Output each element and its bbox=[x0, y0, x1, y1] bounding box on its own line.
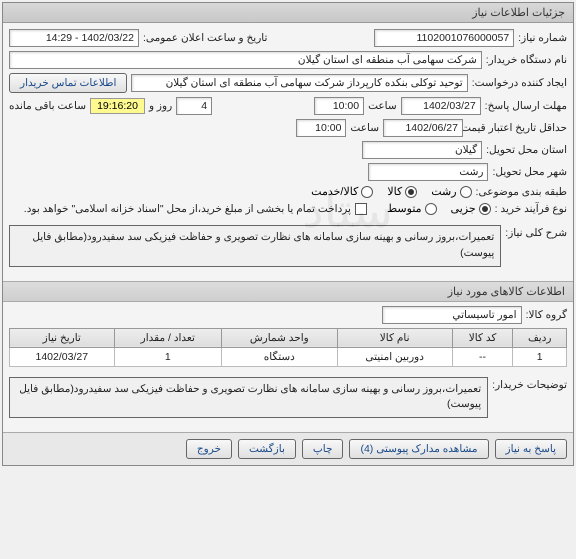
goods-section-title: اطلاعات کالاهای مورد نیاز bbox=[3, 281, 573, 302]
need-summary-box: تعمیرات،بروز رسانی و بهینه سازی سامانه ه… bbox=[9, 225, 501, 267]
goods-body: گروه کالا: امور تاسيساتي ردیفکد کالانام … bbox=[3, 302, 573, 433]
pub-date-label: تاریخ و ساعت اعلان عمومی: bbox=[143, 32, 267, 44]
need-no-field: 1102001076000057 bbox=[374, 29, 514, 47]
subject-class-group: رشت کالا کالا/خدمت bbox=[311, 185, 471, 198]
back-button[interactable]: بازگشت bbox=[238, 439, 296, 459]
exit-button[interactable]: خروج bbox=[186, 439, 232, 459]
buy-process-group: جزیی متوسط bbox=[387, 202, 491, 215]
validity-time-field: 10:00 bbox=[296, 119, 346, 137]
details-panel: جزئیات اطلاعات نیاز شماره نیاز: 11020010… bbox=[2, 2, 574, 466]
table-header: تاریخ نیاز bbox=[10, 328, 115, 347]
table-header: کد کالا bbox=[452, 328, 513, 347]
validity-label: حداقل تاریخ اعتبار قیمت: تا تاریخ: bbox=[467, 122, 567, 134]
table-header: ردیف bbox=[513, 328, 567, 347]
city-label: شهر محل تحویل: bbox=[492, 166, 567, 178]
subject-class-label: طبقه بندی موضوعی: bbox=[476, 186, 567, 198]
creator-label: ایجاد کننده درخواست: bbox=[472, 77, 567, 89]
buyer-label: نام دستگاه خریدار: bbox=[486, 54, 567, 66]
days-mid-label: روز و bbox=[149, 100, 172, 112]
attachments-button[interactable]: مشاهده مدارک پیوستی (4) bbox=[349, 439, 488, 459]
buy-opt-1-label: متوسط bbox=[387, 202, 422, 215]
deadline-date-field: 1402/03/27 bbox=[401, 97, 481, 115]
days-field: 4 bbox=[176, 97, 212, 115]
need-summary-label: شرح کلی نیاز: bbox=[505, 221, 567, 239]
goods-group-label: گروه کالا: bbox=[526, 309, 567, 321]
deadline-time-label: ساعت bbox=[368, 100, 397, 112]
timer-field: 19:16:20 bbox=[90, 98, 145, 114]
contact-button[interactable]: اطلاعات تماس خریدار bbox=[9, 73, 127, 93]
creator-field: توحید توکلی بنکده کارپرداز شرکت سهامی آب… bbox=[131, 74, 467, 92]
buyer-notes-label: توضیحات خریدار: bbox=[492, 373, 567, 391]
goods-table: ردیفکد کالانام کالاواحد شمارشتعداد / مقد… bbox=[9, 328, 567, 367]
buyer-field: شرکت سهامی آب منطقه ای استان گیلان bbox=[9, 51, 482, 69]
table-cell: -- bbox=[452, 347, 513, 366]
panel-title: جزئیات اطلاعات نیاز bbox=[3, 3, 573, 23]
table-cell: 1 bbox=[513, 347, 567, 366]
need-no-label: شماره نیاز: bbox=[518, 32, 567, 44]
form-body: شماره نیاز: 1102001076000057 تاریخ و ساع… bbox=[3, 23, 573, 281]
buy-opt-1[interactable]: متوسط bbox=[387, 202, 437, 215]
buy-process-label: نوع فرآیند خرید : bbox=[495, 203, 567, 215]
buy-opt-0[interactable]: جزیی bbox=[451, 202, 491, 215]
goods-group-field: امور تاسيساتي bbox=[382, 306, 522, 324]
table-cell: دوربین امنیتی bbox=[337, 347, 452, 366]
deadline-label: مهلت ارسال پاسخ: bbox=[485, 100, 567, 112]
table-cell: 1402/03/27 bbox=[10, 347, 115, 366]
subject-opt-2[interactable]: کالا/خدمت bbox=[311, 185, 373, 198]
treasury-note: پرداخت تمام یا بخشی از مبلغ خرید،از محل … bbox=[24, 203, 351, 215]
subject-opt-2-label: کالا/خدمت bbox=[311, 185, 358, 198]
validity-time-label: ساعت bbox=[350, 122, 379, 134]
table-cell: دستگاه bbox=[222, 347, 338, 366]
table-header: واحد شمارش bbox=[222, 328, 338, 347]
table-header: تعداد / مقدار bbox=[114, 328, 222, 347]
city-field: رشت bbox=[368, 163, 488, 181]
bottom-bar: پاسخ به نیاز مشاهده مدارک پیوستی (4) چاپ… bbox=[3, 432, 573, 465]
table-cell: 1 bbox=[114, 347, 222, 366]
table-header: نام کالا bbox=[337, 328, 452, 347]
buyer-notes-box: تعمیرات،بروز رسانی و بهینه سازی سامانه ه… bbox=[9, 377, 488, 419]
remain-label: ساعت باقی مانده bbox=[9, 100, 86, 112]
subject-opt-0[interactable]: رشت bbox=[431, 185, 471, 198]
province-label: استان محل تحویل: bbox=[486, 144, 567, 156]
pub-date-field: 1402/03/22 - 14:29 bbox=[9, 29, 139, 47]
reply-button[interactable]: پاسخ به نیاز bbox=[495, 439, 567, 459]
validity-date-field: 1402/06/27 bbox=[383, 119, 463, 137]
table-row: 1--دوربین امنیتیدستگاه11402/03/27 bbox=[10, 347, 567, 366]
subject-opt-1[interactable]: کالا bbox=[387, 185, 417, 198]
buy-opt-0-label: جزیی bbox=[451, 202, 476, 215]
subject-opt-0-label: رشت bbox=[431, 185, 456, 198]
province-field: گیلان bbox=[362, 141, 482, 159]
print-button[interactable]: چاپ bbox=[302, 439, 344, 459]
treasury-checkbox[interactable] bbox=[355, 203, 367, 215]
subject-opt-1-label: کالا bbox=[387, 185, 402, 198]
deadline-time-field: 10:00 bbox=[314, 97, 364, 115]
